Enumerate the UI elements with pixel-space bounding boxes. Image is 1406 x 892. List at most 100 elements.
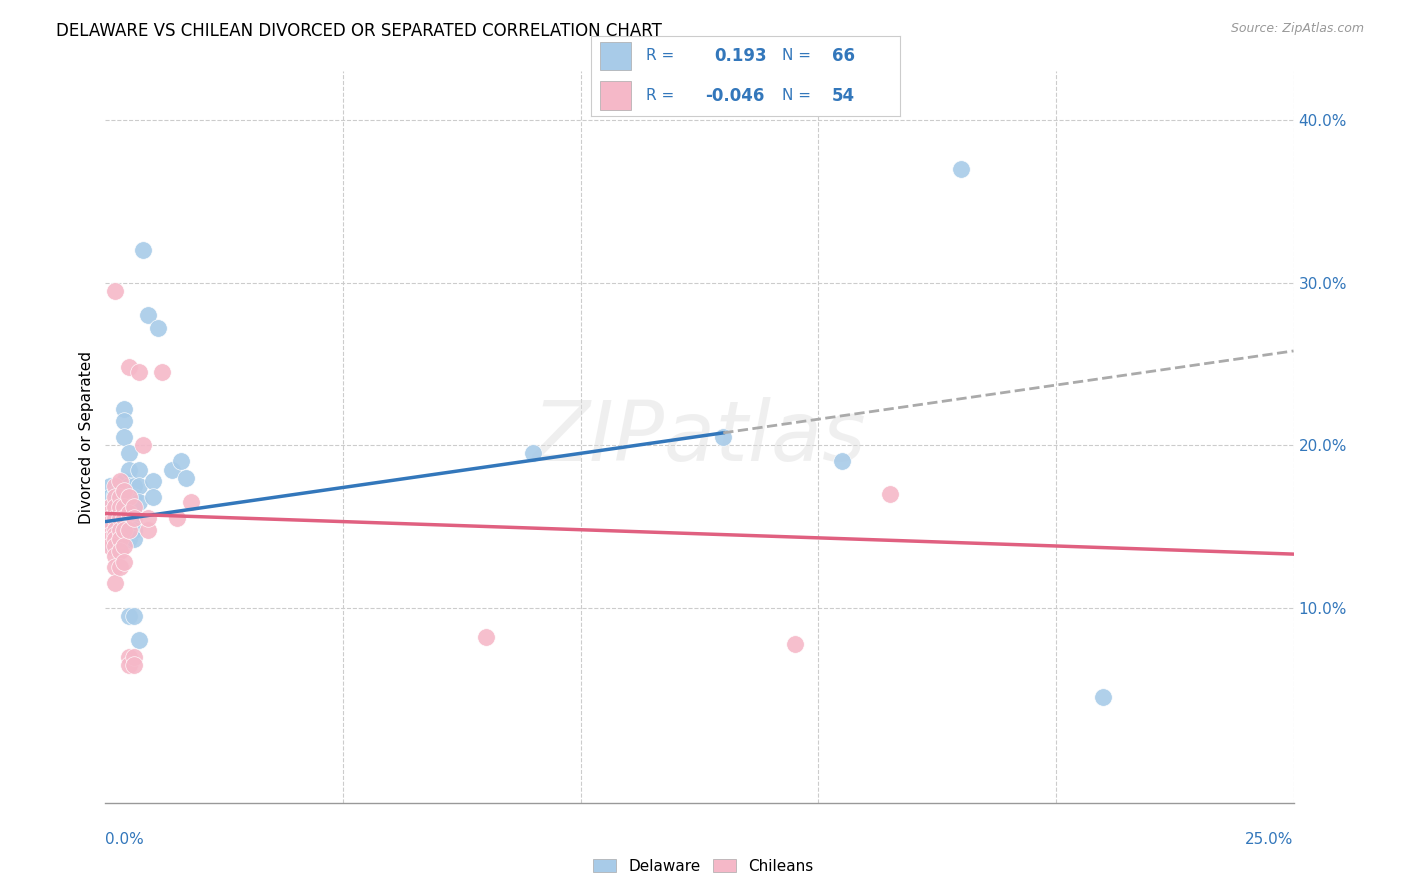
Point	[108, 523, 131, 537]
Point	[104, 495, 127, 509]
Point	[98, 533, 121, 547]
Point	[108, 490, 131, 504]
Point	[104, 539, 127, 553]
Point	[98, 511, 121, 525]
Point	[98, 490, 121, 504]
Point	[879, 487, 901, 501]
Point	[122, 533, 145, 547]
Point	[108, 519, 131, 533]
Text: DELAWARE VS CHILEAN DIVORCED OR SEPARATED CORRELATION CHART: DELAWARE VS CHILEAN DIVORCED OR SEPARATE…	[56, 22, 662, 40]
Point	[104, 284, 127, 298]
Point	[474, 630, 496, 644]
Text: 25.0%: 25.0%	[1246, 832, 1294, 847]
Point	[114, 483, 136, 498]
Point	[98, 535, 121, 549]
Point	[122, 649, 145, 664]
Text: 0.193: 0.193	[714, 46, 766, 65]
Point	[104, 500, 127, 514]
Point	[122, 511, 145, 525]
Point	[108, 500, 131, 514]
Point	[180, 495, 202, 509]
Point	[783, 636, 806, 650]
Point	[108, 474, 131, 488]
Point	[98, 523, 121, 537]
Point	[136, 511, 159, 525]
Point	[152, 365, 174, 379]
Text: -0.046: -0.046	[704, 87, 765, 105]
Point	[114, 539, 136, 553]
Text: N =: N =	[782, 48, 811, 63]
Point	[104, 560, 127, 574]
Point	[118, 490, 141, 504]
Point	[108, 533, 131, 547]
Point	[122, 608, 145, 623]
Point	[122, 511, 145, 525]
Point	[711, 430, 734, 444]
Point	[1092, 690, 1115, 705]
Point	[98, 523, 121, 537]
Point	[114, 414, 136, 428]
FancyBboxPatch shape	[600, 81, 631, 110]
Point	[108, 479, 131, 493]
Point	[104, 487, 127, 501]
Point	[122, 500, 145, 514]
Point	[104, 516, 127, 531]
Point	[108, 511, 131, 525]
Text: 66: 66	[832, 46, 855, 65]
Point	[118, 657, 141, 672]
Point	[136, 308, 159, 322]
Point	[122, 490, 145, 504]
Point	[122, 523, 145, 537]
Point	[114, 474, 136, 488]
Point	[128, 365, 150, 379]
Point	[98, 507, 121, 521]
Point	[142, 474, 165, 488]
Point	[98, 516, 121, 531]
Point	[114, 511, 136, 525]
Point	[104, 527, 127, 541]
Point	[108, 490, 131, 504]
Point	[118, 511, 141, 525]
Point	[174, 471, 197, 485]
Point	[160, 462, 183, 476]
Point	[128, 479, 150, 493]
Point	[108, 544, 131, 558]
Point	[98, 527, 121, 541]
Point	[122, 500, 145, 514]
Point	[118, 462, 141, 476]
Point	[114, 490, 136, 504]
Point	[104, 511, 127, 525]
Point	[98, 479, 121, 493]
Point	[114, 500, 136, 514]
Point	[98, 511, 121, 525]
Legend: Delaware, Chileans: Delaware, Chileans	[586, 853, 820, 880]
Point	[98, 500, 121, 514]
Point	[118, 507, 141, 521]
Text: N =: N =	[782, 88, 811, 103]
Point	[146, 321, 169, 335]
Point	[118, 533, 141, 547]
Text: R =: R =	[647, 88, 675, 103]
Point	[104, 527, 127, 541]
Point	[104, 549, 127, 563]
Point	[104, 523, 127, 537]
Point	[108, 511, 131, 525]
Point	[118, 649, 141, 664]
Point	[114, 511, 136, 525]
Point	[170, 454, 193, 468]
Point	[118, 500, 141, 514]
Point	[104, 533, 127, 547]
Point	[104, 539, 127, 553]
Point	[136, 523, 159, 537]
Point	[98, 500, 121, 514]
Point	[108, 535, 131, 549]
Point	[114, 500, 136, 514]
Text: Source: ZipAtlas.com: Source: ZipAtlas.com	[1230, 22, 1364, 36]
Point	[108, 527, 131, 541]
Point	[104, 576, 127, 591]
Point	[114, 533, 136, 547]
Point	[132, 243, 155, 257]
Point	[98, 527, 121, 541]
Point	[166, 511, 188, 525]
Point	[118, 479, 141, 493]
